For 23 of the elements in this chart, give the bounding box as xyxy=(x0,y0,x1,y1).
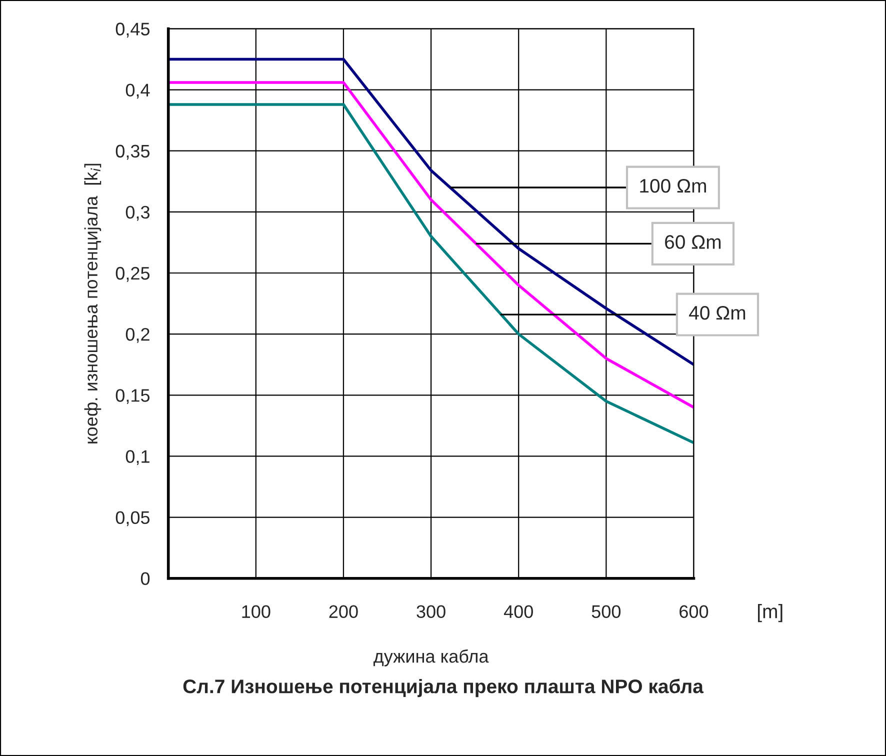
y-tick-label: 0,4 xyxy=(126,84,150,99)
x-axis-title: дужина кабла xyxy=(374,649,489,666)
y-tick-label: 0,35 xyxy=(116,144,150,160)
x-tick-label: 500 xyxy=(592,605,621,618)
y-tick-label: 0,3 xyxy=(126,206,150,221)
x-tick-label: 600 xyxy=(680,605,708,618)
x-tick-label: 200 xyxy=(329,605,358,618)
annotation: 40 Ωm xyxy=(689,306,746,320)
y-tick-label: 0 xyxy=(140,572,150,586)
annotation: 100 Ωm xyxy=(640,178,706,193)
y-tick-label: 0,15 xyxy=(116,389,150,404)
annotation: 60 Ωm xyxy=(665,235,721,249)
x-tick-label: 400 xyxy=(504,605,533,618)
text: Сл.7 Изношење потенцијала преко плашта NPO кабла xyxy=(183,678,704,698)
text: [m] xyxy=(758,604,782,622)
x-tick-label: 100 xyxy=(242,605,270,618)
y-tick-label: 0,2 xyxy=(126,328,150,343)
y-tick-label: 0,25 xyxy=(116,266,150,282)
y-tick-label: 0,05 xyxy=(116,511,150,526)
y-tick-label: 0,1 xyxy=(126,450,150,466)
y-tick-label: 0,45 xyxy=(116,22,150,38)
y-axis-title: коеф. изношења потенцијала [k$_{i}$] xyxy=(84,164,102,444)
x-tick-label: 300 xyxy=(416,605,446,618)
